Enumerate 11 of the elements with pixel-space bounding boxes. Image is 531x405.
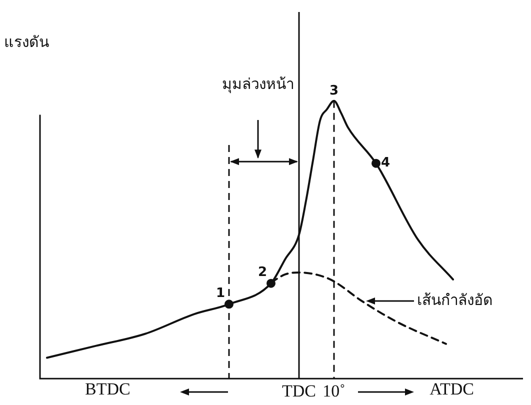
text: ATDC xyxy=(430,380,474,399)
y-axis-title: แรงดัน xyxy=(4,32,49,53)
x-tick-label: 10˚ xyxy=(322,381,346,400)
text: BTDC xyxy=(85,380,130,399)
text: 3 xyxy=(329,84,339,99)
annotation: 4 xyxy=(381,156,390,171)
annotation: 2 xyxy=(258,265,267,280)
annotation: 1 xyxy=(216,286,225,302)
x-tick-label: TDC xyxy=(282,381,316,400)
legend-label: เส้นกำลังอัด xyxy=(417,291,493,310)
text: มุมล่วงหน้า xyxy=(222,74,294,94)
